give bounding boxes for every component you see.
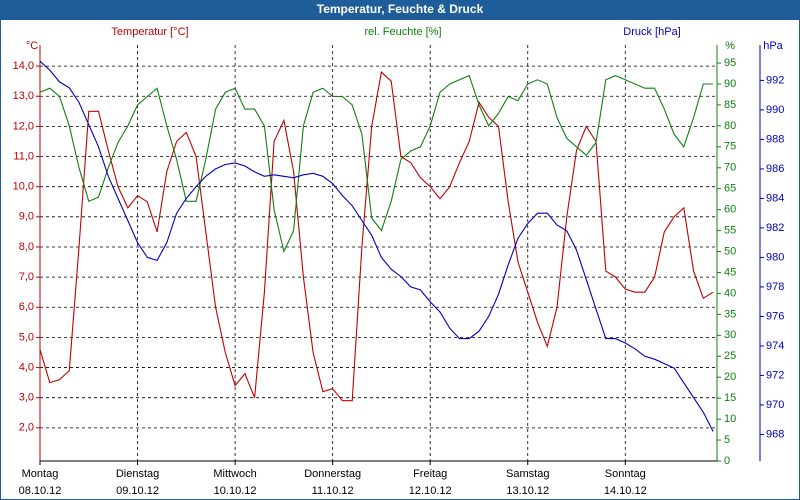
y2-axis-label: rel. Feuchte [%]: [364, 26, 441, 38]
y-tick-label: 3,0: [19, 392, 34, 404]
y2-tick-label: 40: [724, 287, 736, 299]
y3-tick-label: 976: [766, 310, 784, 322]
y3-tick-label: 992: [766, 74, 784, 86]
y2-tick-label: 15: [724, 392, 736, 404]
y2-tick-label: 70: [724, 162, 736, 174]
y3-tick-label: 978: [766, 281, 784, 293]
y2-tick-label: 85: [724, 99, 736, 111]
y3-tick-label: 988: [766, 133, 784, 145]
x-tick-date: 12.10.12: [409, 485, 452, 497]
y3-tick-label: 974: [766, 340, 784, 352]
y3-tick-label: 980: [766, 251, 784, 263]
y-tick-label: 10,0: [13, 181, 34, 193]
y-tick-label: 6,0: [19, 301, 34, 313]
y-tick-label: 14,0: [13, 60, 34, 72]
y-tick-label: 9,0: [19, 211, 34, 223]
y2-tick-label: 20: [724, 371, 736, 383]
y2-tick-label: 25: [724, 350, 736, 362]
y-tick-label: 2,0: [19, 422, 34, 434]
y3-tick-label: 984: [766, 192, 784, 204]
y-tick-label: 8,0: [19, 241, 34, 253]
y-tick-label: 7,0: [19, 271, 34, 283]
x-tick-date: 10.10.12: [214, 485, 257, 497]
y2-tick-label: 90: [724, 78, 736, 90]
y-tick-label: 5,0: [19, 331, 34, 343]
title-bar: [0, 0, 800, 20]
x-tick-label: Sonntag: [605, 468, 646, 480]
y-tick-label: 4,0: [19, 361, 34, 373]
y3-unit: hPa: [763, 40, 783, 52]
y3-tick-label: 970: [766, 399, 784, 411]
x-tick-date: 09.10.12: [116, 485, 159, 497]
y2-tick-label: 5: [724, 434, 730, 446]
y3-axis-label: Druck [hPa]: [623, 26, 680, 38]
chart-title: Temperatur, Feuchte & Druck: [317, 2, 484, 16]
y2-tick-label: 60: [724, 204, 736, 216]
x-tick-label: Donnerstag: [304, 468, 361, 480]
y3-tick-label: 990: [766, 104, 784, 116]
y2-tick-label: 45: [724, 266, 736, 278]
series-line: [39, 60, 714, 432]
x-tick-label: Freitag: [413, 468, 447, 480]
x-tick-label: Mittwoch: [213, 468, 256, 480]
y3-tick-label: 982: [766, 222, 784, 234]
y2-tick-label: 80: [724, 120, 736, 132]
y2-tick-label: 55: [724, 224, 736, 236]
y3-tick-label: 986: [766, 163, 784, 175]
y2-tick-label: 35: [724, 308, 736, 320]
x-tick-label: Dienstag: [116, 468, 159, 480]
y-axis-label: Temperatur [°C]: [111, 26, 188, 38]
x-tick-label: Samstag: [506, 468, 549, 480]
y-unit: °C: [26, 40, 38, 52]
y2-tick-label: 65: [724, 183, 736, 195]
y3-tick-label: 968: [766, 428, 784, 440]
y2-unit: %: [725, 40, 735, 52]
y-tick-label: 13,0: [13, 90, 34, 102]
x-tick-date: 13.10.12: [506, 485, 549, 497]
y2-tick-label: 10: [724, 413, 736, 425]
x-tick-date: 11.10.12: [312, 485, 354, 497]
y2-tick-label: 50: [724, 245, 736, 257]
y3-tick-label: 972: [766, 369, 784, 381]
series-line: [39, 71, 714, 402]
y2-tick-label: 75: [724, 141, 736, 153]
y2-tick-label: 30: [724, 329, 736, 341]
y-tick-label: 11,0: [13, 150, 34, 162]
x-tick-date: 08.10.12: [19, 485, 62, 497]
y-tick-label: 12,0: [13, 120, 34, 132]
x-tick-date: 14.10.12: [604, 485, 647, 497]
x-tick-label: Montag: [22, 468, 59, 480]
series-line: [39, 74, 714, 254]
y2-tick-label: 0: [724, 455, 730, 467]
y2-tick-label: 95: [724, 57, 736, 69]
